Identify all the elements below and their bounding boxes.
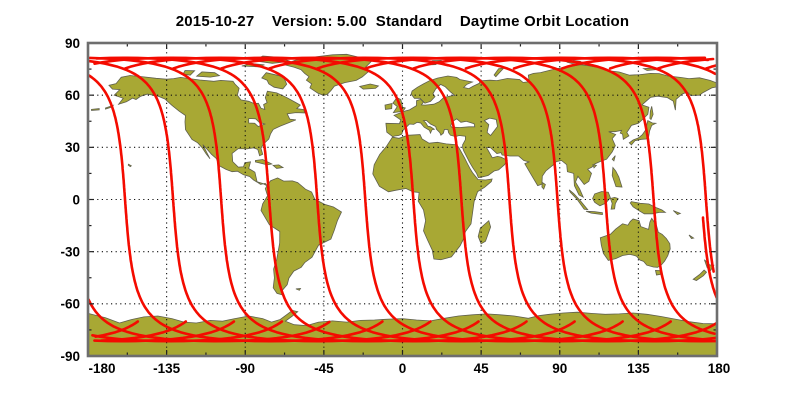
landmass-sulawesi [609,196,619,210]
landmass-victoria [195,71,221,78]
landmass-hainan [592,164,598,169]
landmass-novaya_zemlya [493,67,505,78]
orbit-track [94,320,140,338]
landmass-new_guinea [629,201,667,215]
landmass-borneo [592,191,611,207]
orbit-track [704,64,717,70]
orbit-track [220,56,717,343]
plot-frame [86,41,719,358]
lake-caspian_sea [483,117,498,137]
orbit-track [95,56,528,343]
orbit-track [268,56,717,343]
x-axis-label-135: 135 [627,361,650,376]
x-axis-label-180: 180 [708,361,731,376]
landmass-cuba [255,159,274,166]
orbit-track [88,56,480,343]
landmass-south_america [260,177,343,296]
landmass-hawaii [127,163,133,168]
landmass-iceland [358,83,380,90]
landmass-philippines [611,166,623,188]
x-axis-label--45: -45 [314,361,334,376]
y-axis-label--30: -30 [60,244,80,259]
orbit-track [172,56,672,343]
landmass-north_america [108,75,306,187]
landmass-banks [182,70,196,76]
landmass-ireland [384,102,393,110]
orbit-track [364,56,713,342]
landmass-hispaniola [272,164,285,169]
landmass-africa [372,134,493,261]
y-axis-label-30: 30 [65,140,80,155]
x-axis-label--90: -90 [235,361,255,376]
landmass-sakhalin [649,106,654,121]
x-axis-label-90: 90 [552,361,567,376]
x-axis-label--135: -135 [153,361,181,376]
gridlines [88,43,717,356]
y-axis-label-0: 0 [72,192,80,207]
orbit-track [412,56,716,335]
orbit-track [88,298,331,343]
plot-title: 2015-10-27 Version: 5.00 Standard Daytim… [175,13,630,30]
orbit-track [93,56,576,343]
y-axis-label-90: 90 [65,36,80,51]
orbit-tracks [88,56,717,343]
orbit-track [88,74,384,343]
orbit-track [512,56,717,76]
landmass-sri_lanka [541,181,546,190]
landmass-sumatra [568,189,589,211]
landmass-madagascar [477,219,492,245]
y-axis-label--60: -60 [60,297,80,312]
axis-labels: -180 -135 -90 -45 0 45 90 135 180 90 60 30 0 -30 -60 -9… [60,36,730,376]
landmass-solomons [673,210,682,215]
landmass-aleutians_w [91,108,100,111]
landmass-taiwan [611,155,616,162]
landmass-java [585,210,603,215]
y-axis-label-60: 60 [65,88,80,103]
orbit-track [316,56,717,343]
landmass-japan [628,120,658,146]
orbit-track [123,56,624,343]
x-axis-label--180: -180 [88,361,115,376]
landmass-new_caledonia [688,234,695,239]
orbit-track [88,59,432,343]
landmass-australia [599,217,671,268]
landmass-nz_south [692,269,708,281]
y-axis-label--90: -90 [60,349,80,364]
landmass-falklands [295,288,302,291]
orbit-track [701,216,717,299]
orbit-track [99,320,188,342]
x-axis-label-45: 45 [474,361,490,376]
x-axis-label-0: 0 [399,361,407,376]
orbit-track [464,56,715,273]
